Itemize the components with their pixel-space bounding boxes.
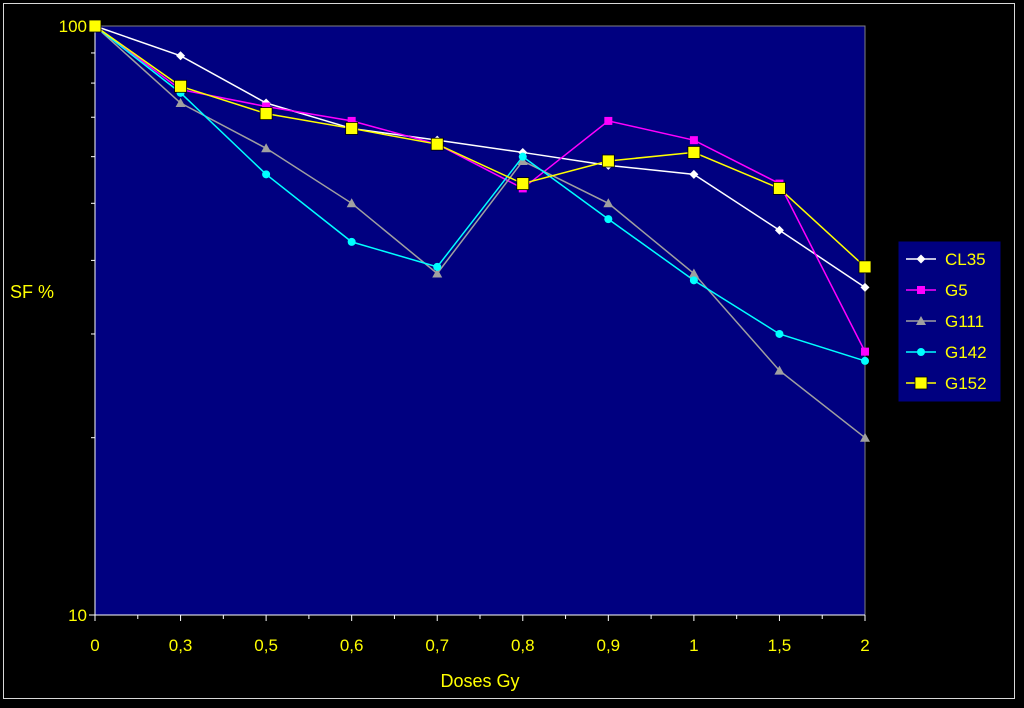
x-tick-label: 0,9 bbox=[597, 636, 621, 655]
series-point-g142 bbox=[433, 262, 442, 271]
series-point-g111 bbox=[432, 268, 443, 278]
series-point-g111 bbox=[774, 365, 785, 375]
series-point-g142 bbox=[518, 152, 527, 161]
series-line-g111 bbox=[94, 25, 866, 439]
series-point-g142 bbox=[689, 276, 698, 285]
series-point-g152 bbox=[174, 79, 187, 93]
legend-label-g152: G152 bbox=[945, 374, 987, 393]
series-point-g111 bbox=[688, 268, 699, 278]
x-tick-label: 0,3 bbox=[169, 636, 193, 655]
series-point-g142 bbox=[604, 215, 613, 224]
series-point-g152 bbox=[88, 19, 102, 33]
legend-marker-g111 bbox=[916, 316, 926, 325]
legend-label-g142: G142 bbox=[945, 343, 987, 362]
series-point-g5 bbox=[689, 136, 698, 145]
legend-label-cl35: CL35 bbox=[945, 250, 986, 269]
legend-label-g5: G5 bbox=[945, 281, 968, 300]
x-tick-label: 1 bbox=[689, 636, 698, 655]
series-point-cl35 bbox=[860, 282, 870, 292]
series-point-g111 bbox=[603, 198, 614, 208]
x-tick-label: 2 bbox=[860, 636, 869, 655]
series-point-g111 bbox=[860, 432, 870, 442]
series-line-cl35 bbox=[94, 25, 866, 288]
series-point-g5 bbox=[347, 116, 356, 125]
legend-marker-g5 bbox=[917, 286, 925, 294]
series-point-g152 bbox=[516, 177, 530, 191]
series-point-cl35 bbox=[176, 51, 186, 61]
series-point-g152 bbox=[345, 122, 359, 135]
series-point-g142 bbox=[775, 329, 784, 338]
series-line-g5 bbox=[94, 25, 866, 352]
series-point-g152 bbox=[430, 137, 444, 151]
x-tick-label: 0,5 bbox=[254, 636, 278, 655]
series-point-g111 bbox=[261, 143, 272, 153]
series-point-g142 bbox=[861, 356, 869, 365]
plot-area bbox=[94, 25, 866, 616]
y-axis-title: SF % bbox=[10, 282, 54, 302]
x-axis-title: Doses Gy bbox=[440, 671, 519, 691]
legend-marker-g152 bbox=[914, 376, 928, 390]
x-tick-label: 1,5 bbox=[768, 636, 792, 655]
x-tick-label: 0,6 bbox=[340, 636, 364, 655]
legend-marker-g142 bbox=[917, 348, 925, 356]
legend-label-g111: G111 bbox=[945, 312, 984, 331]
series-point-cl35 bbox=[518, 147, 528, 157]
chart-frame bbox=[3, 3, 1015, 699]
series-point-cl35 bbox=[774, 225, 784, 235]
series-point-g111 bbox=[346, 198, 357, 208]
series-point-g5 bbox=[604, 116, 613, 125]
x-tick-label: 0,7 bbox=[425, 636, 449, 655]
x-tick-label: 0 bbox=[90, 636, 99, 655]
series-line-g152 bbox=[94, 25, 866, 268]
series-point-g142 bbox=[347, 237, 356, 246]
series-point-g152 bbox=[773, 182, 786, 195]
y-tick-label: 100 bbox=[59, 17, 87, 36]
series-point-g142 bbox=[262, 170, 271, 179]
series-point-g152 bbox=[858, 260, 872, 274]
legend-marker-cl35 bbox=[916, 254, 926, 264]
series-point-g111 bbox=[175, 98, 186, 108]
series-line-g142 bbox=[94, 25, 866, 362]
y-tick-label: 10 bbox=[68, 606, 87, 625]
series-point-g5 bbox=[262, 102, 271, 111]
x-tick-label: 0,8 bbox=[511, 636, 535, 655]
series-point-cl35 bbox=[689, 169, 699, 179]
series-point-g152 bbox=[259, 107, 273, 121]
series-point-g152 bbox=[687, 146, 701, 159]
series-point-g152 bbox=[601, 154, 615, 168]
series-point-g5 bbox=[861, 347, 869, 356]
